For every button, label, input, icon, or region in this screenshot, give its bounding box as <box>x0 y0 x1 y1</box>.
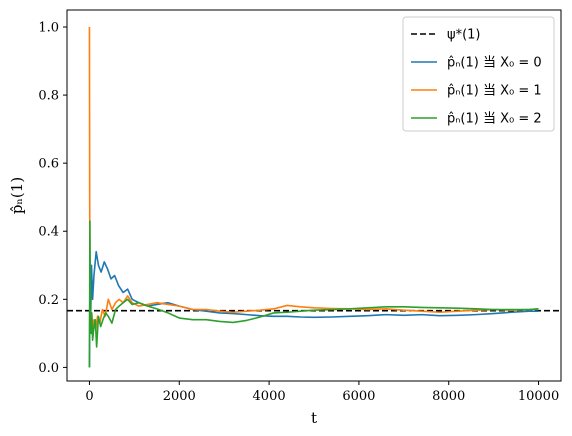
x-tick-label: 8000 <box>432 389 465 404</box>
y-tick-label: 0.6 <box>38 157 59 172</box>
y-tick-label: 0.2 <box>38 293 59 308</box>
plot-area <box>66 9 562 382</box>
x-axis-ticks: 0 2000 4000 6000 8000 10000 <box>85 381 559 404</box>
series-layer <box>88 27 539 368</box>
x-tick-label: 10000 <box>518 389 559 404</box>
legend-label: p̂ₙ(1) 当 X₀ = 1 <box>447 84 542 99</box>
plot-frame <box>66 9 562 382</box>
y-tick-label: 1.0 <box>38 21 59 36</box>
x-tick-label: 2000 <box>163 389 196 404</box>
legend-label: ψ*(1) <box>447 28 481 43</box>
y-tick-label: 0.0 <box>38 361 59 376</box>
legend-label: p̂ₙ(1) 当 X₀ = 0 <box>447 56 542 71</box>
legend-label: p̂ₙ(1) 当 X₀ = 2 <box>447 112 542 127</box>
x-axis-label: t <box>311 409 317 427</box>
legend: ψ*(1) p̂ₙ(1) 当 X₀ = 0 p̂ₙ(1) 当 X₀ = 1 p̂ₙ(1… <box>402 16 555 132</box>
series-line-2 <box>88 220 539 368</box>
x-tick-label: 0 <box>85 389 93 404</box>
legend-box <box>402 16 555 132</box>
y-tick-label: 0.8 <box>38 89 59 104</box>
y-tick-label: 0.4 <box>38 225 59 240</box>
x-tick-label: 4000 <box>253 389 286 404</box>
y-axis-ticks: 0.0 0.2 0.4 0.6 0.8 1.0 <box>38 21 67 376</box>
x-tick-label: 6000 <box>342 389 375 404</box>
y-axis-label: p̂ₙ(1) <box>8 177 26 214</box>
